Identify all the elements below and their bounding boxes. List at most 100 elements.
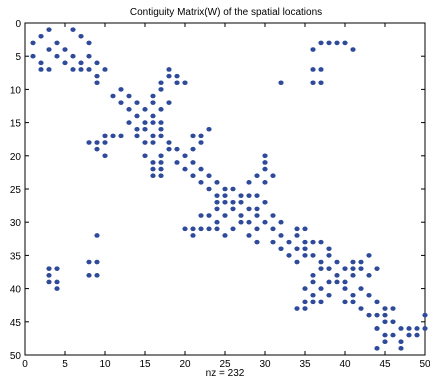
x-tick-label: 45 xyxy=(379,359,391,370)
nonzero-point xyxy=(382,319,388,325)
nonzero-point xyxy=(262,166,268,172)
nonzero-point xyxy=(190,160,196,165)
nonzero-point xyxy=(286,239,292,245)
x-tick-label: 20 xyxy=(179,359,191,370)
nonzero-point xyxy=(246,193,252,198)
nonzero-point xyxy=(158,153,164,159)
nonzero-point xyxy=(86,259,92,265)
nonzero-point xyxy=(78,33,84,39)
nonzero-point xyxy=(414,332,420,338)
nonzero-point xyxy=(230,206,236,212)
nonzero-point xyxy=(238,219,244,225)
nonzero-point xyxy=(398,346,404,351)
nonzero-point xyxy=(46,47,52,52)
nonzero-point xyxy=(318,67,324,72)
y-tick-label: 5 xyxy=(15,52,21,63)
nonzero-point xyxy=(198,226,204,232)
nonzero-point xyxy=(206,126,212,132)
nonzero-point xyxy=(294,259,300,265)
nonzero-point xyxy=(38,67,44,72)
nonzero-point xyxy=(342,299,348,305)
y-tick-label: 0 xyxy=(15,19,21,30)
nonzero-point xyxy=(142,120,148,125)
nonzero-point xyxy=(214,226,220,232)
nonzero-point xyxy=(94,80,100,86)
x-tick-label: 15 xyxy=(139,359,151,370)
nonzero-point xyxy=(350,266,356,271)
nonzero-point xyxy=(158,107,164,112)
nonzero-point xyxy=(230,199,236,205)
data-points xyxy=(30,27,428,351)
nonzero-point xyxy=(310,299,316,305)
nonzero-point xyxy=(78,67,84,72)
nonzero-point xyxy=(54,40,60,46)
nonzero-point xyxy=(102,140,108,145)
nonzero-point xyxy=(334,279,340,285)
nonzero-point xyxy=(366,312,372,318)
nonzero-point xyxy=(214,180,220,185)
nonzero-point xyxy=(294,226,300,232)
nonzero-point xyxy=(126,120,132,125)
nonzero-point xyxy=(150,173,156,179)
nonzero-point xyxy=(70,27,76,32)
nonzero-point xyxy=(62,47,68,52)
nonzero-point xyxy=(158,126,164,132)
nonzero-point xyxy=(166,146,172,152)
nonzero-point xyxy=(158,80,164,86)
nonzero-point xyxy=(150,166,156,172)
nonzero-point xyxy=(358,259,364,265)
nonzero-point xyxy=(30,40,36,46)
nonzero-point xyxy=(110,93,116,99)
x-tick-label: 40 xyxy=(339,359,351,370)
nonzero-point xyxy=(382,332,388,338)
nonzero-point xyxy=(398,339,404,345)
nonzero-point xyxy=(142,153,148,159)
nonzero-point xyxy=(254,213,260,218)
y-tick-label: 40 xyxy=(10,285,22,296)
nonzero-point xyxy=(310,273,316,278)
nonzero-point xyxy=(318,266,324,271)
nonzero-point xyxy=(166,73,172,79)
nonzero-point xyxy=(286,253,292,258)
nonzero-point xyxy=(310,239,316,245)
nonzero-point xyxy=(302,239,308,245)
nonzero-point xyxy=(278,219,284,225)
nonzero-point xyxy=(158,120,164,125)
x-tick-label: 35 xyxy=(299,359,311,370)
nonzero-point xyxy=(246,233,252,238)
nonzero-point xyxy=(254,226,260,232)
nonzero-point xyxy=(374,346,380,351)
nonzero-point xyxy=(182,226,188,232)
nonzero-point xyxy=(302,226,308,232)
nonzero-point xyxy=(326,246,332,252)
nonzero-point xyxy=(182,153,188,159)
nonzero-point xyxy=(158,166,164,172)
nonzero-point xyxy=(310,253,316,258)
nonzero-point xyxy=(366,273,372,278)
nonzero-point xyxy=(310,292,316,298)
nonzero-point xyxy=(206,173,212,179)
nonzero-point xyxy=(94,73,100,79)
nonzero-point xyxy=(326,292,332,298)
nonzero-point xyxy=(214,206,220,212)
nonzero-point xyxy=(46,67,52,72)
nonzero-point xyxy=(54,53,60,59)
nonzero-point xyxy=(86,40,92,46)
nonzero-point xyxy=(190,233,196,238)
nonzero-point xyxy=(158,160,164,165)
chart-title: Contiguity Matrix(W) of the spatial loca… xyxy=(130,7,322,18)
nonzero-point xyxy=(334,40,340,46)
nonzero-point xyxy=(94,233,100,238)
nonzero-point xyxy=(230,186,236,192)
nonzero-point xyxy=(222,233,228,238)
nonzero-point xyxy=(142,140,148,145)
nonzero-point xyxy=(94,146,100,152)
nonzero-point xyxy=(118,133,124,139)
nonzero-point xyxy=(142,107,148,112)
nonzero-point xyxy=(270,173,276,179)
nonzero-point xyxy=(374,266,380,271)
nonzero-point xyxy=(318,299,324,305)
nonzero-point xyxy=(270,239,276,245)
nonzero-point xyxy=(406,332,412,338)
nonzero-point xyxy=(126,93,132,99)
